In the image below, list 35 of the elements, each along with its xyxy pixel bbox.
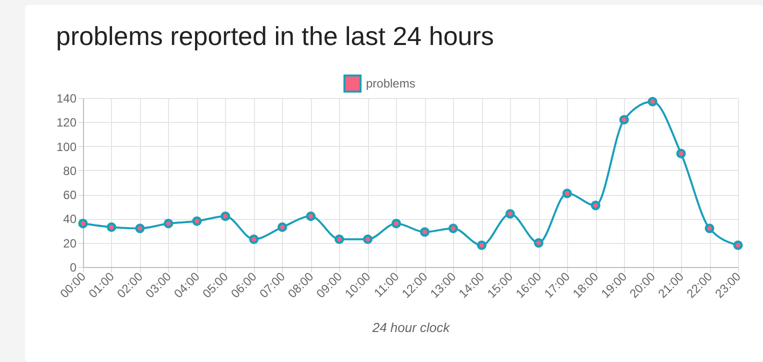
point [391,218,402,228]
y-tick-label: 60 [63,188,77,202]
point [619,114,629,125]
point [192,216,202,226]
y-tick-label: 100 [56,140,77,154]
point [278,222,288,232]
point [648,96,658,106]
point [106,222,116,232]
point [676,148,686,158]
point [362,234,373,244]
point [135,224,145,234]
x-axis-title: 24 hour clock [371,320,452,335]
point [562,188,572,198]
point [704,224,714,234]
point [249,234,259,244]
point [164,218,174,228]
point [306,212,316,222]
y-tick-label: 80 [63,164,77,178]
legend-label: problems [366,76,416,90]
y-tick-label: 20 [63,236,77,250]
y-tick-label: 0 [70,260,77,274]
point [220,212,230,222]
point [733,240,743,250]
y-tick-label: 40 [63,212,77,226]
chart-title: problems reported in the last 24 hours [56,21,494,51]
point [534,238,544,248]
y-tick-label: 120 [56,116,77,130]
point [78,218,88,228]
point [590,200,600,210]
point [505,209,515,219]
point [448,224,458,234]
point [334,234,344,244]
point [476,240,486,250]
point [420,227,430,237]
y-tick-label: 140 [56,92,77,106]
